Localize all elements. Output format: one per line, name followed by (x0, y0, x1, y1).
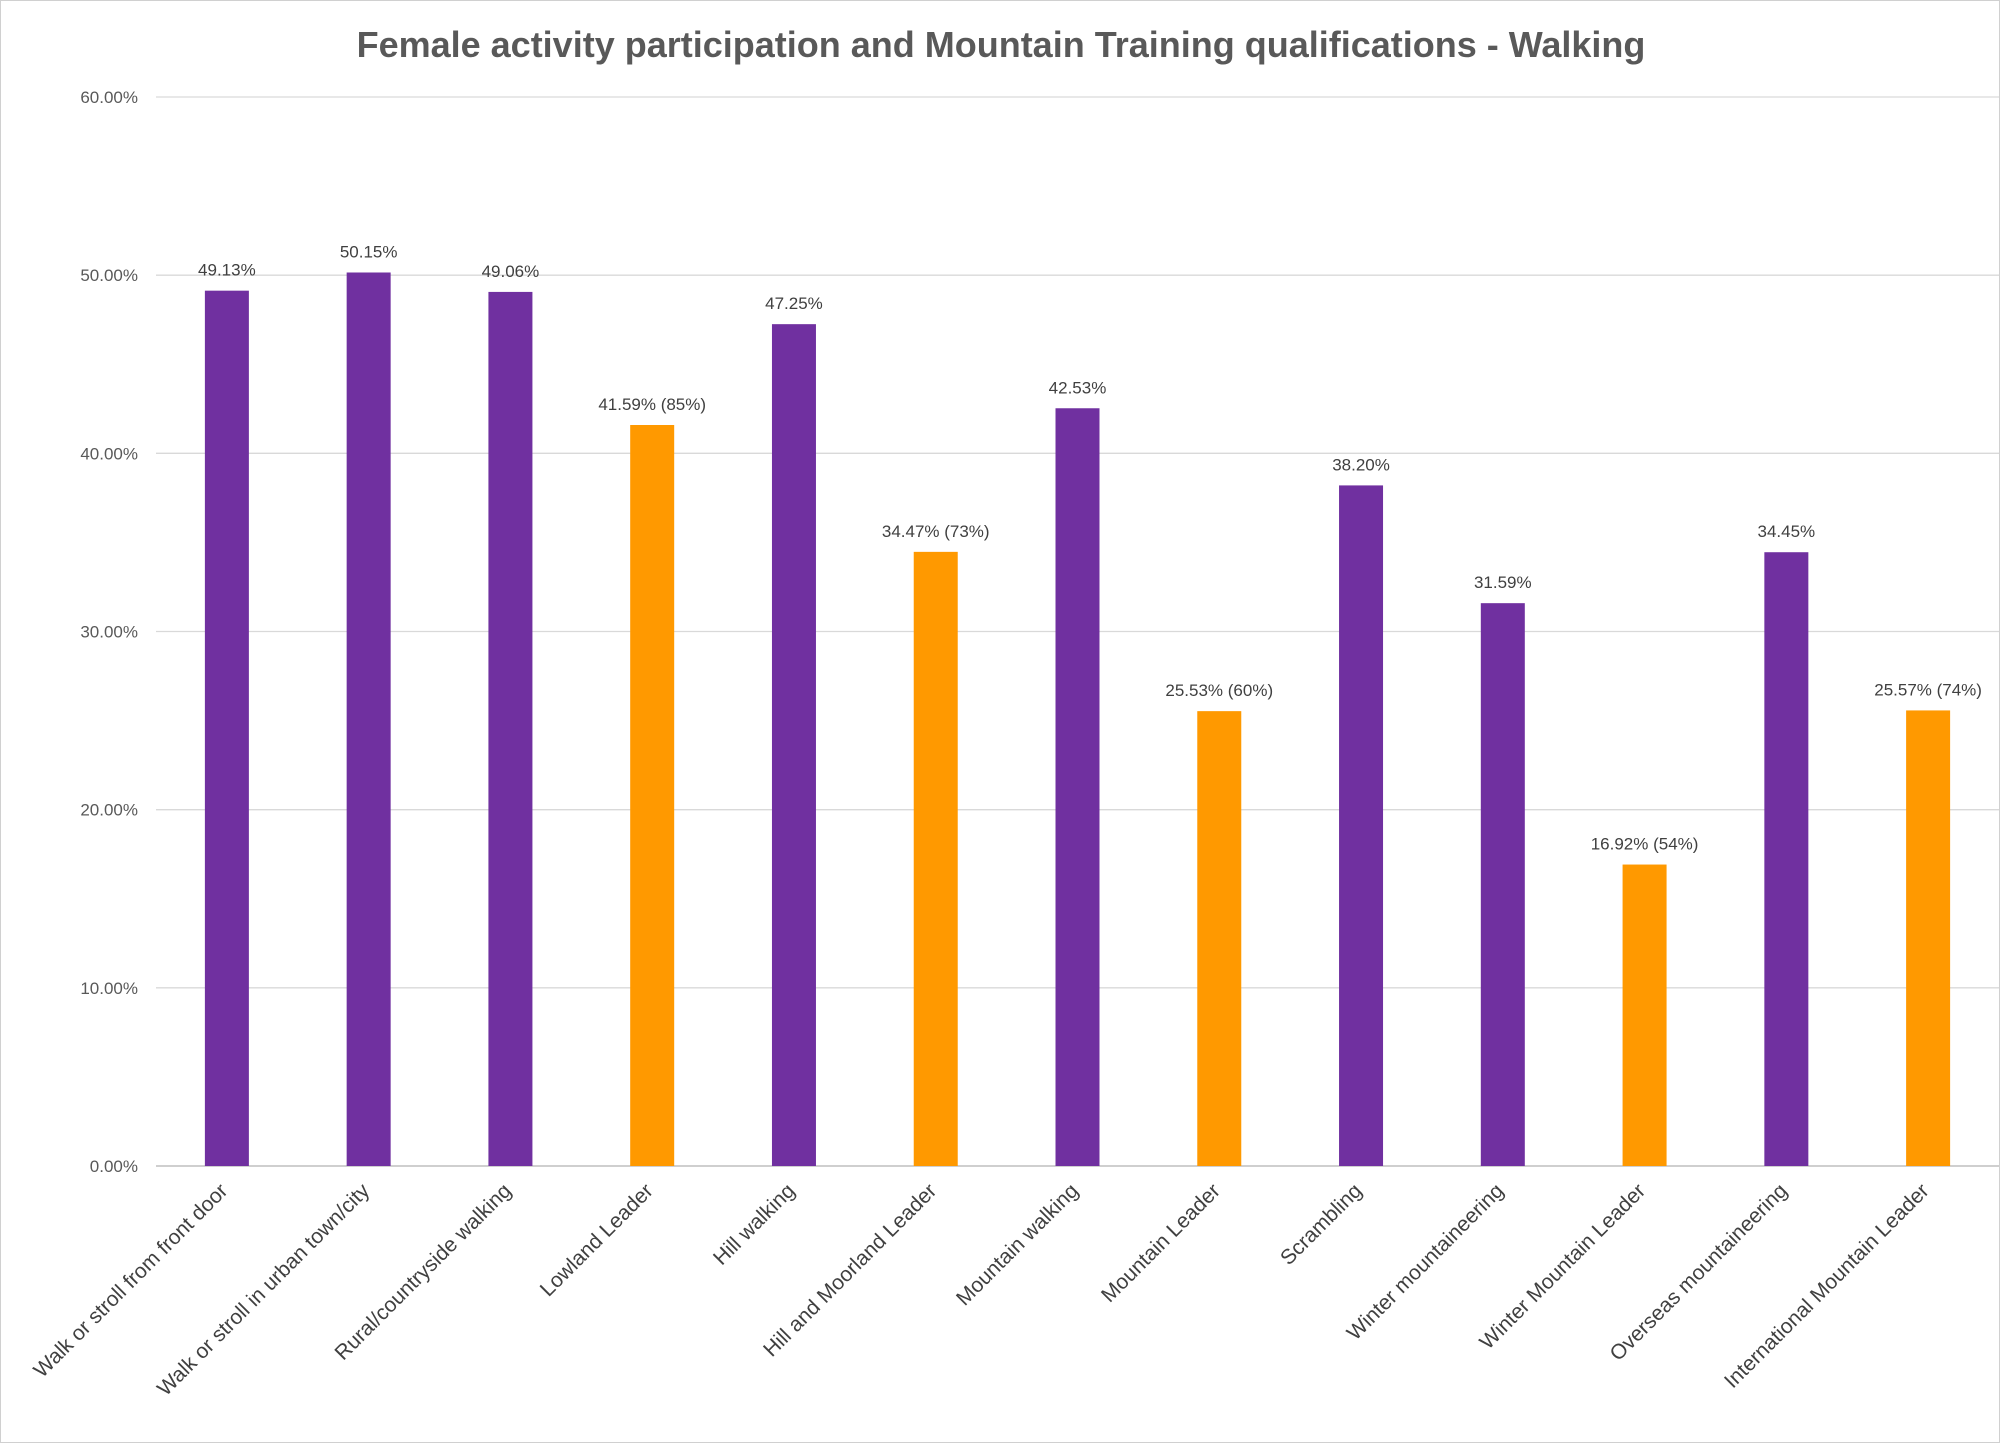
bar-qualification (630, 425, 675, 1166)
y-tick-label: 10.00% (80, 979, 138, 998)
x-tick-label: Winter Mountain Leader (1475, 1179, 1650, 1354)
x-tick-label: Mountain Leader (1097, 1179, 1225, 1307)
data-label: 41.59% (85%) (598, 395, 706, 414)
bar-activity (1055, 408, 1100, 1166)
y-tick-label: 60.00% (80, 88, 138, 107)
data-label: 31.59% (1474, 573, 1532, 592)
y-axis-ticks: 0.00% 10.00% 20.00% 30.00% 40.00% 50.00% 60.00… (80, 88, 138, 1176)
data-labels: 49.13% 50.15% 49.06% 41.59% (85%) 47.25% 34.4… (198, 242, 1982, 853)
data-label: 16.92% (54%) (1591, 835, 1699, 854)
x-tick-label: Hill walking (709, 1179, 800, 1270)
data-label: 25.57% (74%) (1874, 680, 1982, 699)
bar-qualification (1622, 864, 1667, 1166)
data-label: 47.25% (765, 294, 823, 313)
bar-activity (488, 291, 533, 1167)
y-tick-label: 0.00% (90, 1157, 138, 1176)
x-tick-label: Lowland Leader (536, 1179, 658, 1301)
x-tick-label: Winter mountaineering (1343, 1179, 1509, 1345)
y-tick-label: 50.00% (80, 266, 138, 285)
bar-qualification (1197, 711, 1242, 1166)
bars (204, 272, 1951, 1167)
y-tick-label: 30.00% (80, 623, 138, 642)
data-label: 34.45% (1758, 522, 1816, 541)
bar-activity (1339, 485, 1384, 1166)
data-label: 38.20% (1332, 455, 1390, 474)
y-tick-label: 20.00% (80, 801, 138, 820)
y-tick-label: 40.00% (80, 444, 138, 463)
data-label: 49.13% (198, 261, 256, 280)
bar-qualification (913, 551, 958, 1166)
bar-activity (1480, 603, 1525, 1166)
data-label: 49.06% (482, 262, 540, 281)
data-label: 42.53% (1049, 378, 1107, 397)
x-tick-label: Scrambling (1276, 1179, 1367, 1270)
x-tick-label: Mountain walking (952, 1179, 1083, 1310)
data-label: 34.47% (73%) (882, 522, 990, 541)
bar-activity (204, 290, 249, 1166)
bar-activity (1764, 552, 1809, 1166)
data-label: 50.15% (340, 242, 398, 261)
data-label: 25.53% (60%) (1165, 681, 1273, 700)
bar-activity (346, 272, 391, 1167)
bar-qualification (1906, 710, 1951, 1166)
chart-title: Female activity participation and Mounta… (357, 24, 1646, 65)
bar-activity (771, 324, 816, 1167)
